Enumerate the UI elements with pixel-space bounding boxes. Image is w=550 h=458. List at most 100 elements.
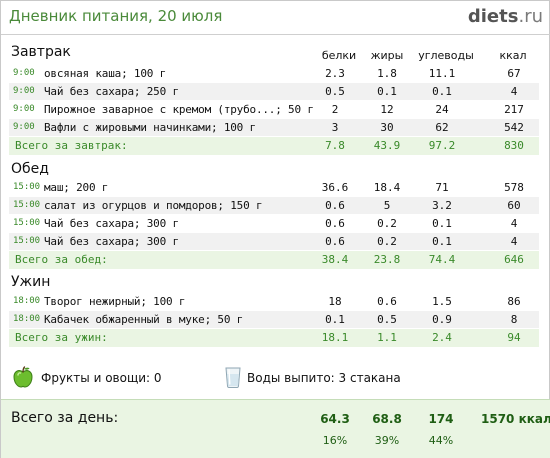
meal-title-lunch: Обед xyxy=(11,161,49,177)
day-protein-percent: 16% xyxy=(322,434,348,447)
food-carbs: 24 xyxy=(435,103,449,116)
column-header-kcal: ккал xyxy=(499,49,527,62)
food-row[interactable]: 15:00 Чай без сахара; 300 г 0.6 0.2 0.1 … xyxy=(9,233,539,251)
food-carbs: 0.1 xyxy=(432,217,452,230)
food-name: Пирожное заварное с кремом (трубо...; 50… xyxy=(44,103,314,116)
food-carbs: 1.5 xyxy=(432,295,452,308)
food-kcal: 4 xyxy=(510,217,518,230)
food-name: Кабачек обжаренный в муке; 50 г xyxy=(44,313,244,326)
food-time: 9:00 xyxy=(13,122,35,132)
meal-total-breakfast: Всего за завтрак: 7.8 43.9 97.2 830 xyxy=(9,137,539,155)
food-protein: 0.6 xyxy=(325,199,345,212)
food-fat: 0.2 xyxy=(377,235,397,248)
food-kcal: 60 xyxy=(507,199,521,212)
food-row[interactable]: 15:00 маш; 200 г 36.6 18.4 71 578 xyxy=(9,179,539,197)
meal-total-label: Всего за обед: xyxy=(15,253,108,266)
total-carbs: 97.2 xyxy=(428,139,456,152)
food-fat: 30 xyxy=(380,121,394,134)
food-carbs: 0.1 xyxy=(432,235,452,248)
total-carbs: 2.4 xyxy=(432,331,452,344)
food-kcal: 8 xyxy=(510,313,518,326)
food-protein: 3 xyxy=(331,121,339,134)
meal-total-lunch: Всего за обед: 38.4 23.8 74.4 646 xyxy=(9,251,539,269)
food-protein: 2 xyxy=(331,103,339,116)
food-time: 9:00 xyxy=(13,86,35,96)
food-time: 15:00 xyxy=(13,236,41,246)
food-protein: 0.5 xyxy=(325,85,345,98)
meal-total-label: Всего за завтрак: xyxy=(15,139,128,152)
food-name: Чай без сахара; 300 г xyxy=(44,235,179,248)
brand-logo[interactable]: diets.ru xyxy=(468,6,543,27)
food-fat: 1.8 xyxy=(377,67,397,80)
page-title: Дневник питания, 20 июля xyxy=(9,7,223,25)
food-time: 18:00 xyxy=(13,314,41,324)
total-fat: 23.8 xyxy=(373,253,401,266)
food-time: 15:00 xyxy=(13,200,41,210)
food-carbs: 62 xyxy=(435,121,449,134)
meal-total-dinner: Всего за ужин: 18.1 1.1 2.4 94 xyxy=(9,329,539,347)
food-time: 15:00 xyxy=(13,182,41,192)
food-kcal: 86 xyxy=(507,295,521,308)
food-time: 15:00 xyxy=(13,218,41,228)
total-kcal: 646 xyxy=(504,253,524,266)
food-row[interactable]: 15:00 Чай без сахара; 300 г 0.6 0.2 0.1 … xyxy=(9,215,539,233)
water-label: Воды выпито: 3 стакана xyxy=(247,371,401,385)
glass-icon xyxy=(225,367,241,388)
food-time: 9:00 xyxy=(13,104,35,114)
food-protein: 2.3 xyxy=(325,67,345,80)
food-row[interactable]: 18:00 Творог нежирный; 100 г 18 0.6 1.5 … xyxy=(9,293,539,311)
column-header-protein: белки xyxy=(321,49,357,62)
food-time: 18:00 xyxy=(13,296,41,306)
total-protein: 7.8 xyxy=(325,139,345,152)
food-fat: 0.2 xyxy=(377,217,397,230)
food-fat: 12 xyxy=(380,103,394,116)
food-fat: 18.4 xyxy=(373,181,401,194)
food-fat: 5 xyxy=(383,199,391,212)
column-header-fat: жиры xyxy=(370,49,404,62)
day-total-kcal: 1570 ккал xyxy=(481,412,550,426)
food-protein: 18 xyxy=(328,295,342,308)
extras-bar: Фрукты и овощи: 0 Воды выпито: 3 стакана xyxy=(11,365,541,391)
meal-title-dinner: Ужин xyxy=(11,274,51,290)
food-protein: 36.6 xyxy=(321,181,349,194)
brand-name: diets xyxy=(467,6,519,27)
brand-dot: . xyxy=(518,6,525,27)
food-fat: 0.6 xyxy=(377,295,397,308)
fruits-label: Фрукты и овощи: 0 xyxy=(41,371,162,385)
day-total-protein: 64.3 xyxy=(320,412,350,426)
header: Дневник питания, 20 июля diets.ru xyxy=(9,6,545,30)
food-fat: 0.1 xyxy=(377,85,397,98)
food-fat: 0.5 xyxy=(377,313,397,326)
food-row[interactable]: 9:00 овсяная каша; 100 г 2.3 1.8 11.1 67 xyxy=(9,65,539,83)
food-row[interactable]: 9:00 Вафли с жировыми начинками; 100 г 3… xyxy=(9,119,539,137)
total-kcal: 830 xyxy=(504,139,524,152)
food-row[interactable]: 15:00 салат из огурцов и помдоров; 150 г… xyxy=(9,197,539,215)
day-carbs-percent: 44% xyxy=(428,434,454,447)
food-kcal: 217 xyxy=(504,103,524,116)
total-kcal: 94 xyxy=(507,331,521,344)
brand-tld: ru xyxy=(524,6,543,27)
total-fat: 1.1 xyxy=(377,331,397,344)
food-kcal: 4 xyxy=(510,235,518,248)
food-name: Чай без сахара; 300 г xyxy=(44,217,179,230)
food-carbs: 11.1 xyxy=(428,67,456,80)
food-protein: 0.6 xyxy=(325,217,345,230)
total-fat: 43.9 xyxy=(373,139,401,152)
food-carbs: 71 xyxy=(435,181,449,194)
apple-icon xyxy=(13,366,33,388)
total-protein: 18.1 xyxy=(321,331,349,344)
food-row[interactable]: 9:00 Чай без сахара; 250 г 0.5 0.1 0.1 4 xyxy=(9,83,539,101)
food-name: маш; 200 г xyxy=(44,181,109,194)
food-carbs: 0.9 xyxy=(432,313,452,326)
day-total-fat: 68.8 xyxy=(372,412,402,426)
column-header-carbs: углеводы xyxy=(418,49,474,62)
food-carbs: 0.1 xyxy=(432,85,452,98)
food-row[interactable]: 9:00 Пирожное заварное с кремом (трубо..… xyxy=(9,101,539,119)
food-kcal: 67 xyxy=(507,67,521,80)
meal-total-label: Всего за ужин: xyxy=(15,331,108,344)
day-total-carbs: 174 xyxy=(428,412,454,426)
day-fat-percent: 39% xyxy=(374,434,400,447)
food-name: Вафли с жировыми начинками; 100 г xyxy=(44,121,256,134)
food-row[interactable]: 18:00 Кабачек обжаренный в муке; 50 г 0.… xyxy=(9,311,539,329)
